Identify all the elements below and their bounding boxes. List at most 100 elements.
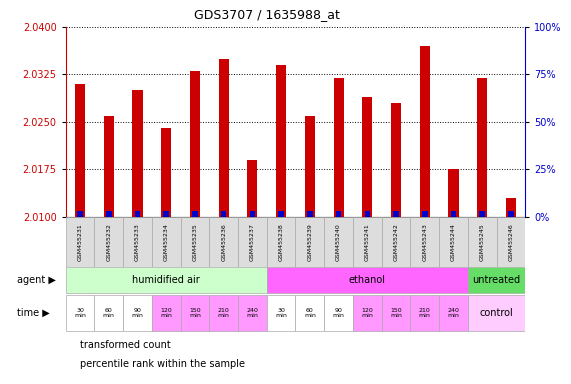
Text: GSM455234: GSM455234 xyxy=(164,223,168,261)
Bar xyxy=(448,169,459,217)
Bar xyxy=(468,295,525,331)
Bar xyxy=(192,211,198,217)
Bar xyxy=(381,295,411,331)
Text: 60
min: 60 min xyxy=(304,308,316,318)
Bar xyxy=(66,217,94,267)
Bar xyxy=(219,58,229,217)
Bar xyxy=(451,211,456,217)
Text: 120
min: 120 min xyxy=(361,308,373,318)
Bar xyxy=(480,211,485,217)
Bar xyxy=(364,211,370,217)
Bar xyxy=(506,198,516,217)
Text: GSM455233: GSM455233 xyxy=(135,223,140,261)
Bar xyxy=(381,217,411,267)
Text: untreated: untreated xyxy=(473,275,521,285)
Bar xyxy=(439,295,468,331)
Bar xyxy=(180,217,210,267)
Bar xyxy=(238,295,267,331)
Text: 240
min: 240 min xyxy=(247,308,258,318)
Text: GSM455240: GSM455240 xyxy=(336,223,341,261)
Text: GSM455239: GSM455239 xyxy=(307,223,312,261)
Text: transformed count: transformed count xyxy=(80,340,171,350)
Bar xyxy=(267,217,296,267)
Text: control: control xyxy=(480,308,513,318)
Text: 120
min: 120 min xyxy=(160,308,172,318)
Text: agent ▶: agent ▶ xyxy=(17,275,56,285)
Bar xyxy=(247,160,258,217)
Text: GSM455237: GSM455237 xyxy=(250,223,255,261)
Bar xyxy=(132,90,143,217)
Text: GSM455235: GSM455235 xyxy=(192,223,198,261)
Bar xyxy=(106,211,111,217)
Bar xyxy=(104,116,114,217)
Text: GSM455238: GSM455238 xyxy=(279,223,284,261)
Text: GSM455246: GSM455246 xyxy=(508,223,513,261)
Bar xyxy=(336,211,341,217)
Bar xyxy=(135,211,140,217)
Text: 210
min: 210 min xyxy=(218,308,230,318)
Bar xyxy=(296,295,324,331)
Bar xyxy=(238,217,267,267)
Bar xyxy=(180,295,210,331)
Text: percentile rank within the sample: percentile rank within the sample xyxy=(80,359,245,369)
Bar xyxy=(422,211,428,217)
Bar xyxy=(267,295,296,331)
Text: GSM455241: GSM455241 xyxy=(365,223,370,261)
Text: 30
min: 30 min xyxy=(275,308,287,318)
Bar xyxy=(161,128,171,217)
Text: 240
min: 240 min xyxy=(448,308,460,318)
Bar xyxy=(267,267,468,293)
Bar xyxy=(391,103,401,217)
Text: ethanol: ethanol xyxy=(349,275,386,285)
Text: 60
min: 60 min xyxy=(103,308,115,318)
Bar xyxy=(75,84,85,217)
Text: 30
min: 30 min xyxy=(74,308,86,318)
Text: GSM455243: GSM455243 xyxy=(423,223,427,261)
Bar xyxy=(66,267,267,293)
Text: 90
min: 90 min xyxy=(333,308,344,318)
Text: GSM455231: GSM455231 xyxy=(78,223,83,261)
Bar xyxy=(411,295,439,331)
Bar xyxy=(324,295,353,331)
Bar xyxy=(276,65,286,217)
Bar xyxy=(66,295,94,331)
Bar xyxy=(508,211,514,217)
Bar xyxy=(152,295,180,331)
Bar xyxy=(210,295,238,331)
Bar xyxy=(393,211,399,217)
Text: humidified air: humidified air xyxy=(132,275,200,285)
Text: GSM455244: GSM455244 xyxy=(451,223,456,261)
Bar xyxy=(221,211,227,217)
Bar xyxy=(411,217,439,267)
Bar xyxy=(163,211,169,217)
Bar xyxy=(123,295,152,331)
Bar xyxy=(279,211,284,217)
Bar xyxy=(307,211,312,217)
Bar xyxy=(210,217,238,267)
Bar xyxy=(497,217,525,267)
Bar xyxy=(94,295,123,331)
Bar xyxy=(324,217,353,267)
Bar xyxy=(77,211,83,217)
Bar xyxy=(353,217,381,267)
Text: GSM455236: GSM455236 xyxy=(221,223,226,261)
Bar xyxy=(362,97,372,217)
Bar xyxy=(250,211,255,217)
Text: GSM455242: GSM455242 xyxy=(393,223,399,261)
Bar xyxy=(353,295,381,331)
Bar xyxy=(123,217,152,267)
Bar xyxy=(420,46,430,217)
Text: 150
min: 150 min xyxy=(189,308,201,318)
Bar xyxy=(439,217,468,267)
Text: 150
min: 150 min xyxy=(390,308,402,318)
Text: GSM455232: GSM455232 xyxy=(106,223,111,261)
Bar xyxy=(94,217,123,267)
Bar xyxy=(296,217,324,267)
Bar xyxy=(190,71,200,217)
Text: GDS3707 / 1635988_at: GDS3707 / 1635988_at xyxy=(194,8,340,21)
Bar xyxy=(468,267,525,293)
Text: 210
min: 210 min xyxy=(419,308,431,318)
Text: time ▶: time ▶ xyxy=(17,308,50,318)
Bar xyxy=(477,78,487,217)
Bar xyxy=(305,116,315,217)
